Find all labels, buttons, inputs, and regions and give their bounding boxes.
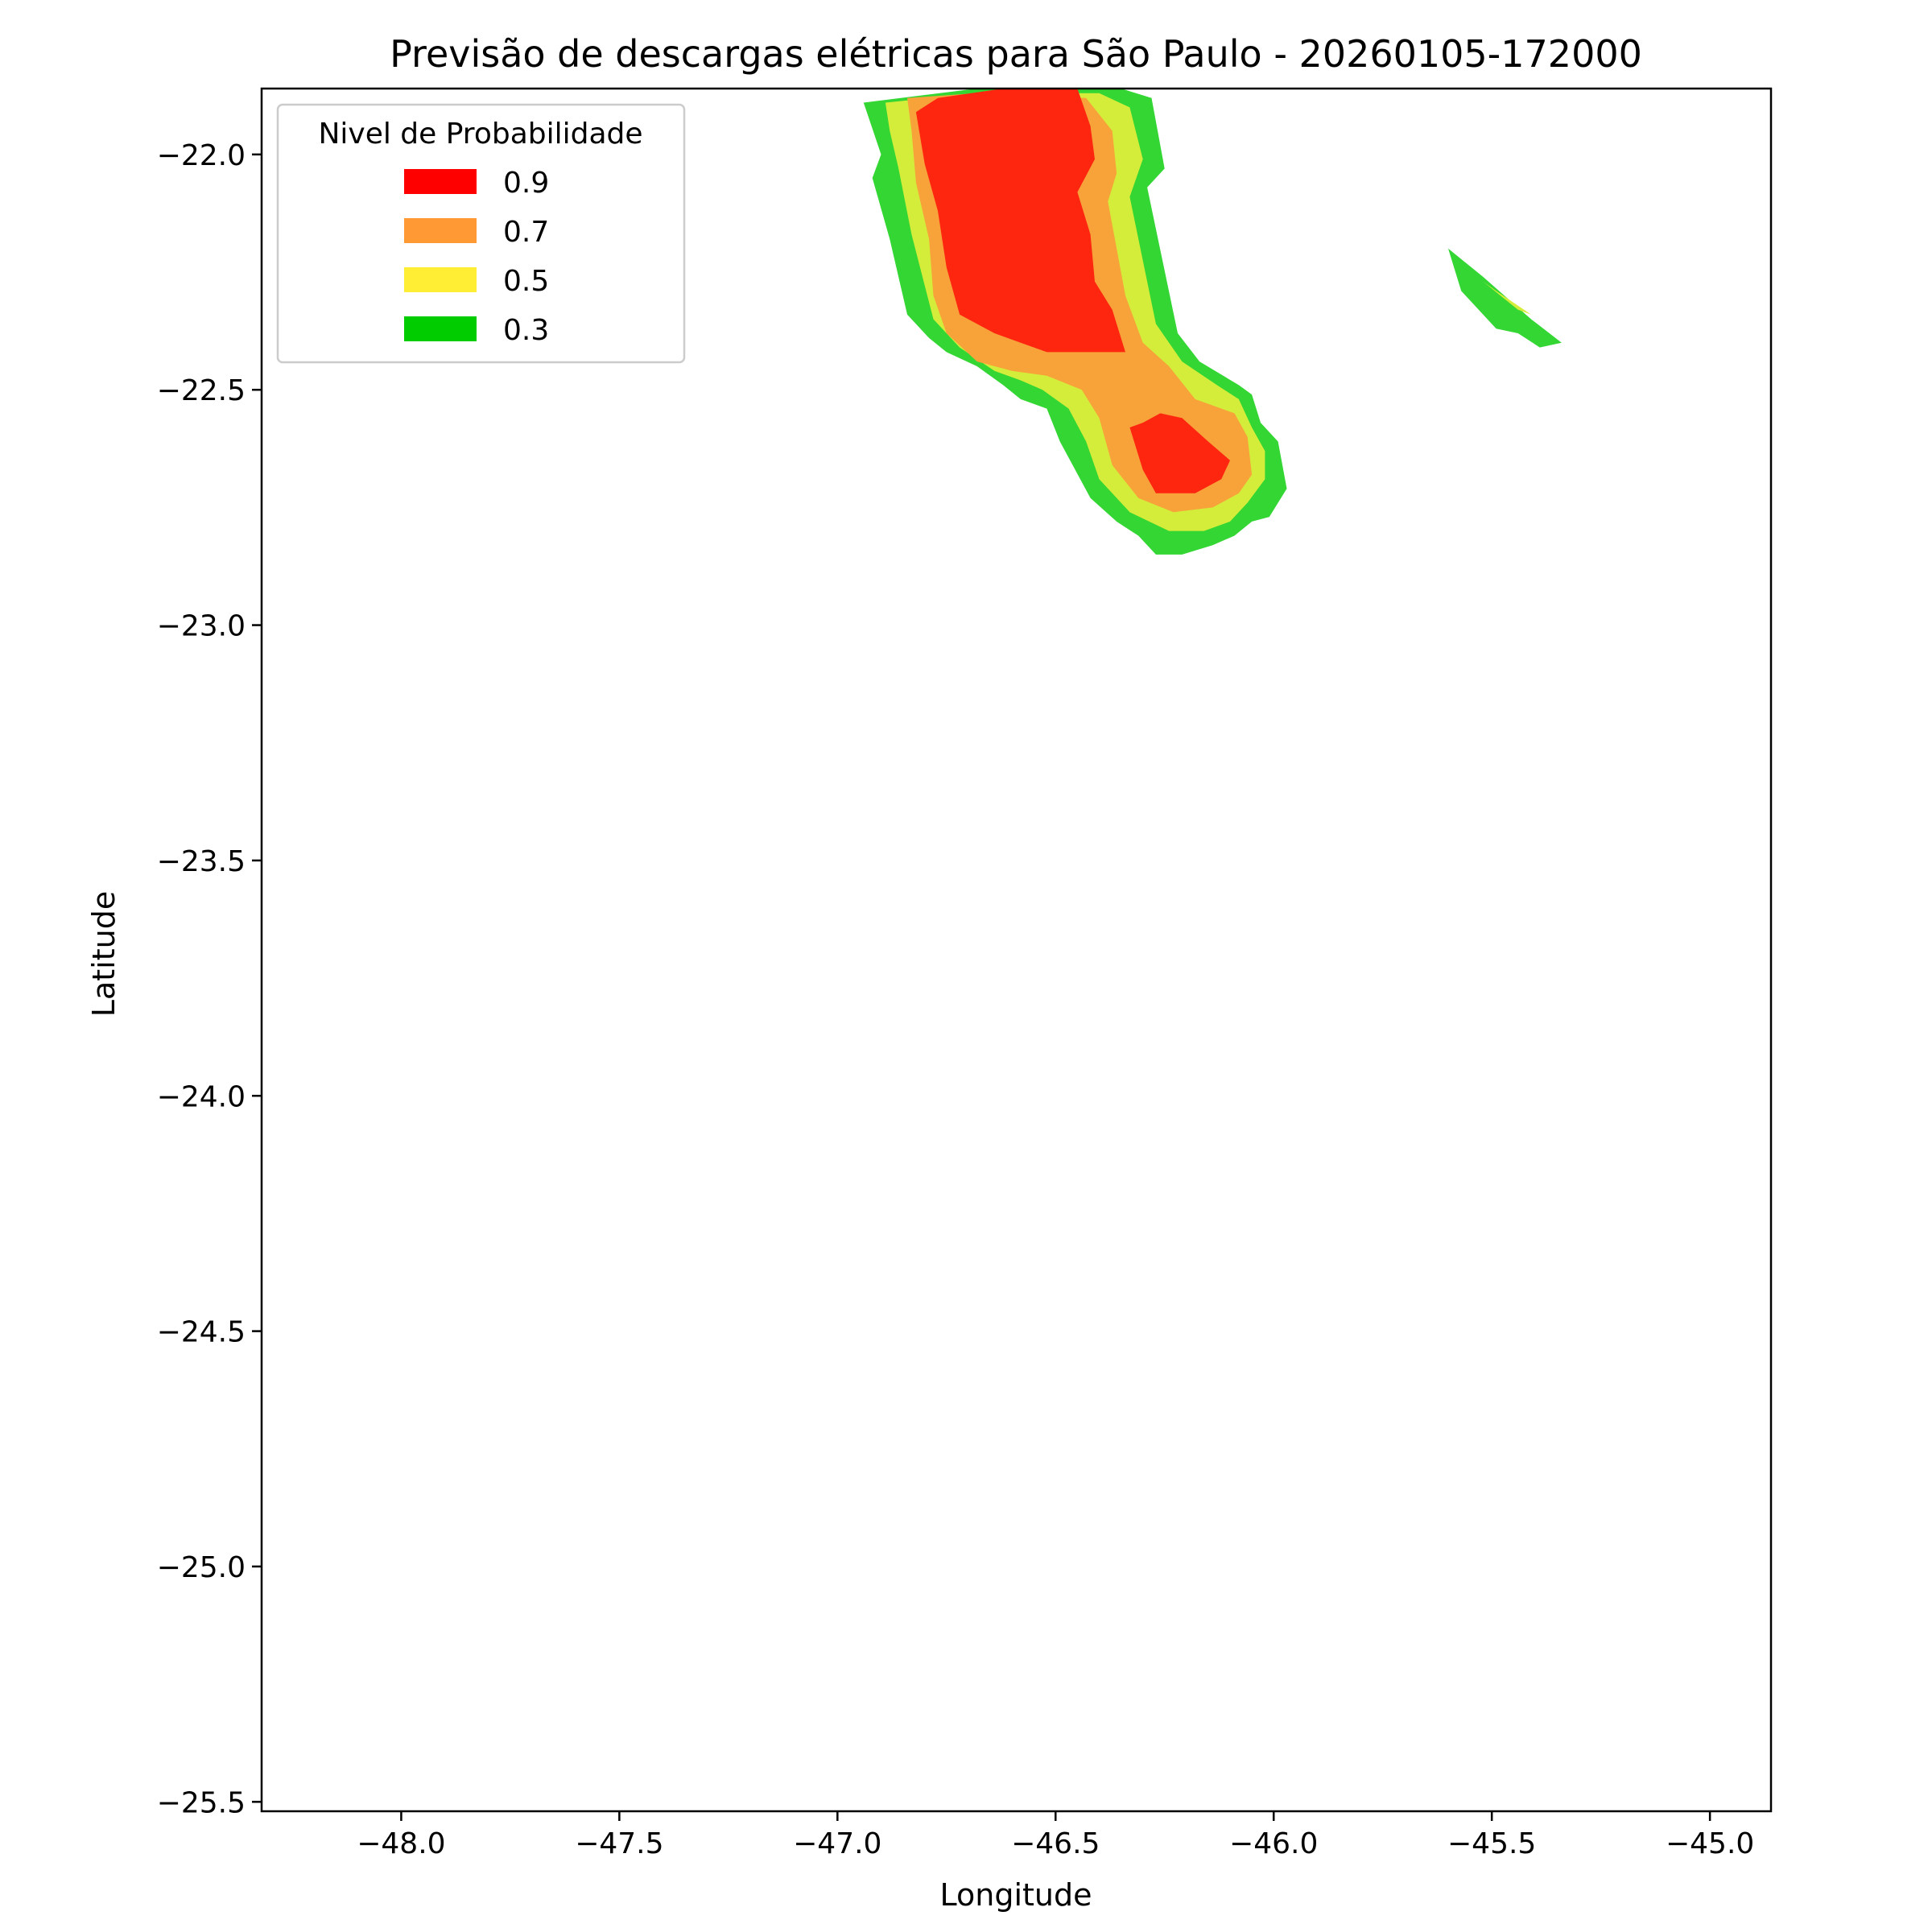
contour-region-09-2 (1129, 413, 1230, 493)
y-tick-label: −24.5 (157, 1316, 246, 1349)
y-axis-ticks: −22.0 −22.5 −23.0 −23.5 −24.0 −24.5 −25.0 −25.5 (157, 139, 262, 1819)
y-tick-label: −23.0 (157, 610, 246, 643)
legend-entries: 0.9 0.7 0.5 0.3 (404, 167, 549, 347)
x-tick-label: −45.0 (1666, 1827, 1754, 1860)
legend-label-07: 0.7 (503, 216, 549, 249)
legend-swatch-07 (404, 218, 477, 243)
contour-region-09-1 (915, 89, 1125, 353)
y-tick-label: −24.0 (157, 1080, 246, 1113)
x-tick-label: −46.0 (1229, 1827, 1318, 1860)
x-tick-label: −47.0 (793, 1827, 881, 1860)
legend-swatch-05 (404, 267, 477, 292)
legend-label-05: 0.5 (503, 265, 549, 298)
legend-label-09: 0.9 (503, 167, 549, 200)
y-tick-label: −22.5 (157, 374, 246, 407)
legend-swatch-03 (404, 316, 477, 341)
legend-label-03: 0.3 (503, 314, 549, 347)
legend-swatch-09 (404, 169, 477, 194)
y-tick-label: −23.5 (157, 845, 246, 878)
y-tick-label: −25.0 (157, 1551, 246, 1584)
contour-layers (863, 89, 1562, 555)
y-tick-label: −25.5 (157, 1786, 246, 1819)
x-axis-ticks: −48.0 −47.5 −47.0 −46.5 −46.0 −45.5 −45.0 (357, 1811, 1754, 1860)
x-axis-label: Longitude (940, 1877, 1092, 1913)
legend-title: Nivel de Probabilidade (318, 118, 642, 151)
plot-frame (260, 87, 1773, 1813)
x-tick-label: −45.5 (1447, 1827, 1536, 1860)
chart-title: Previsão de descargas elétricas para São… (390, 32, 1642, 76)
legend: Nivel de Probabilidade 0.9 0.7 0.5 0.3 (276, 103, 686, 364)
legend-box (276, 103, 686, 364)
x-tick-label: −46.5 (1011, 1827, 1100, 1860)
x-tick-label: −47.5 (575, 1827, 663, 1860)
y-tick-label: −22.0 (157, 139, 246, 172)
y-axis-label: Latitude (86, 891, 122, 1017)
x-tick-label: −48.0 (357, 1827, 445, 1860)
